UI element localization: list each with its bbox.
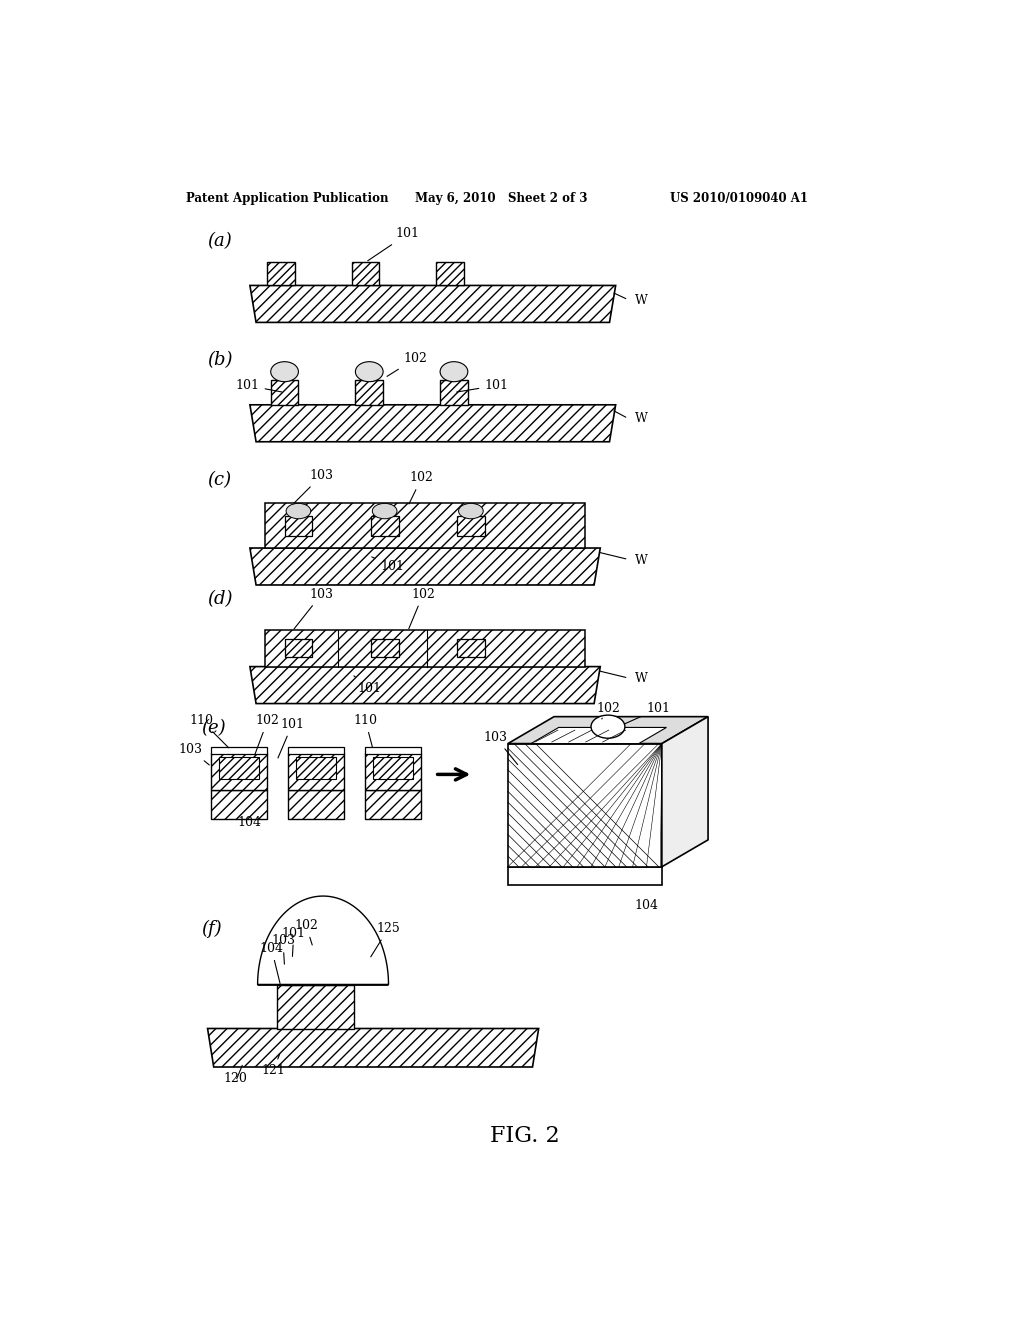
Text: 101: 101 (368, 227, 420, 261)
Text: 101: 101 (354, 676, 381, 694)
Bar (355, 380, 383, 405)
Text: 101: 101 (457, 379, 508, 392)
Text: 101: 101 (236, 379, 282, 392)
Bar (366, 752, 421, 789)
Bar (436, 263, 464, 285)
Bar (366, 789, 421, 818)
Text: 110: 110 (189, 714, 228, 748)
Text: 102: 102 (294, 919, 318, 945)
Text: 102: 102 (387, 352, 427, 376)
Polygon shape (250, 285, 615, 322)
Text: 102: 102 (596, 702, 620, 719)
Text: US 2010/0109040 A1: US 2010/0109040 A1 (670, 191, 808, 205)
Text: (d): (d) (208, 590, 233, 607)
Text: 103: 103 (271, 935, 295, 964)
Bar (265, 630, 585, 667)
Text: Patent Application Publication: Patent Application Publication (186, 191, 388, 205)
Text: 101: 101 (282, 927, 306, 957)
Text: W: W (635, 412, 648, 425)
Bar (457, 639, 484, 657)
Bar (270, 380, 298, 405)
Text: 104: 104 (259, 942, 284, 983)
Text: 102: 102 (409, 471, 433, 504)
Bar (351, 263, 379, 285)
Polygon shape (508, 743, 662, 867)
Text: 101: 101 (372, 557, 404, 573)
Bar (289, 747, 344, 754)
Text: 125: 125 (371, 921, 400, 957)
Bar (291, 945, 340, 954)
Bar (289, 789, 344, 818)
Ellipse shape (355, 362, 383, 381)
Polygon shape (208, 1028, 539, 1067)
Polygon shape (508, 717, 708, 743)
Text: 102: 102 (255, 714, 280, 755)
Text: 103: 103 (294, 587, 334, 630)
Bar (296, 758, 336, 779)
Text: FIG. 2: FIG. 2 (490, 1125, 559, 1147)
Bar (371, 516, 398, 536)
Text: (f): (f) (202, 919, 222, 937)
Text: 120: 120 (223, 1072, 247, 1085)
Text: 110: 110 (353, 714, 378, 747)
Text: 103: 103 (483, 731, 518, 764)
Bar (285, 639, 312, 657)
Bar (440, 380, 468, 405)
Bar (371, 639, 398, 657)
Text: 101: 101 (625, 702, 670, 723)
Polygon shape (531, 727, 667, 743)
Ellipse shape (270, 362, 298, 381)
Bar (265, 503, 585, 548)
Text: (e): (e) (202, 719, 226, 737)
Bar (211, 747, 267, 754)
Bar (276, 985, 354, 1028)
Bar (285, 516, 312, 536)
Bar (289, 752, 344, 789)
Text: 103: 103 (294, 469, 334, 503)
Text: (c): (c) (208, 471, 231, 490)
Text: 104: 104 (635, 899, 658, 912)
Polygon shape (662, 717, 708, 867)
Polygon shape (250, 405, 615, 442)
Bar (373, 758, 413, 779)
Polygon shape (258, 896, 388, 985)
Polygon shape (250, 667, 600, 704)
Text: 101: 101 (278, 718, 304, 758)
Text: W: W (635, 294, 648, 308)
Bar (211, 752, 267, 789)
Text: (a): (a) (208, 232, 232, 249)
Bar (219, 758, 259, 779)
Text: W: W (635, 672, 648, 685)
Text: 104: 104 (238, 816, 262, 829)
Text: (b): (b) (208, 351, 233, 370)
Bar (457, 516, 484, 536)
Bar (211, 789, 267, 818)
Polygon shape (508, 867, 662, 886)
Polygon shape (250, 548, 600, 585)
Ellipse shape (373, 503, 397, 519)
Bar (285, 965, 346, 985)
Ellipse shape (440, 362, 468, 381)
Bar (366, 747, 421, 754)
Text: W: W (635, 554, 648, 566)
Text: 102: 102 (409, 587, 435, 628)
Bar (267, 263, 295, 285)
Ellipse shape (459, 503, 483, 519)
Text: 103: 103 (178, 743, 209, 766)
Ellipse shape (286, 503, 310, 519)
Text: 121: 121 (261, 1055, 285, 1077)
Ellipse shape (591, 715, 625, 738)
Bar (281, 954, 350, 966)
Text: May 6, 2010   Sheet 2 of 3: May 6, 2010 Sheet 2 of 3 (416, 191, 588, 205)
